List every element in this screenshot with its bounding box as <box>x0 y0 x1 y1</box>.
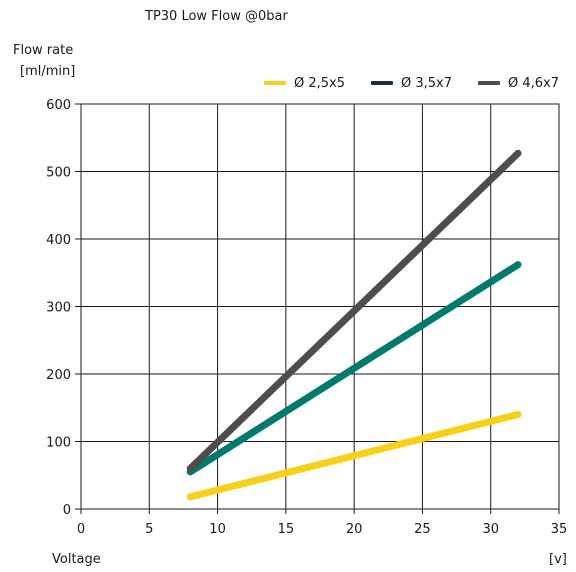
chart-title: TP30 Low Flow @0bar <box>145 9 288 24</box>
series-line-3 <box>186 149 522 472</box>
x-tick-label-1: 5 <box>145 522 153 537</box>
legend-item-2: Ø 3,5x7 <box>371 75 452 91</box>
x-tick-label-3: 15 <box>278 522 295 537</box>
y-tick-label-1: 100 <box>46 436 71 451</box>
legend-label-1: Ø 2,5x5 <box>294 75 346 91</box>
legend-label-2: Ø 3,5x7 <box>401 75 453 91</box>
x-tick-label-2: 10 <box>209 522 226 537</box>
legend-swatch-3 <box>478 81 500 85</box>
y-tick-label-2: 200 <box>46 368 71 383</box>
y-tick-label-0: 0 <box>63 503 71 518</box>
x-axis-label: Voltage <box>52 552 101 567</box>
y-axis-unit: [ml/min] <box>20 64 76 79</box>
legend-swatch-1 <box>264 81 286 85</box>
x-tick-label-5: 25 <box>414 522 431 537</box>
y-tick-label-5: 500 <box>46 166 71 181</box>
y-tick-label-6: 600 <box>46 98 71 113</box>
x-tick-label-4: 20 <box>346 522 363 537</box>
x-axis-unit: [v] <box>549 552 567 567</box>
x-tick-label-7: 35 <box>551 522 568 537</box>
legend-item-3: Ø 4,6x7 <box>478 75 559 91</box>
series-line-1 <box>186 411 522 501</box>
x-tick-label-0: 0 <box>77 522 85 537</box>
legend-swatch-2 <box>371 81 393 85</box>
legend-item-1: Ø 2,5x5 <box>264 75 345 91</box>
y-tick-label-3: 300 <box>46 301 71 316</box>
y-axis-label: Flow rate <box>13 43 74 58</box>
legend-label-3: Ø 4,6x7 <box>508 75 560 91</box>
series-line-2 <box>186 261 522 476</box>
y-tick-label-4: 400 <box>46 233 71 248</box>
x-tick-label-6: 30 <box>482 522 499 537</box>
